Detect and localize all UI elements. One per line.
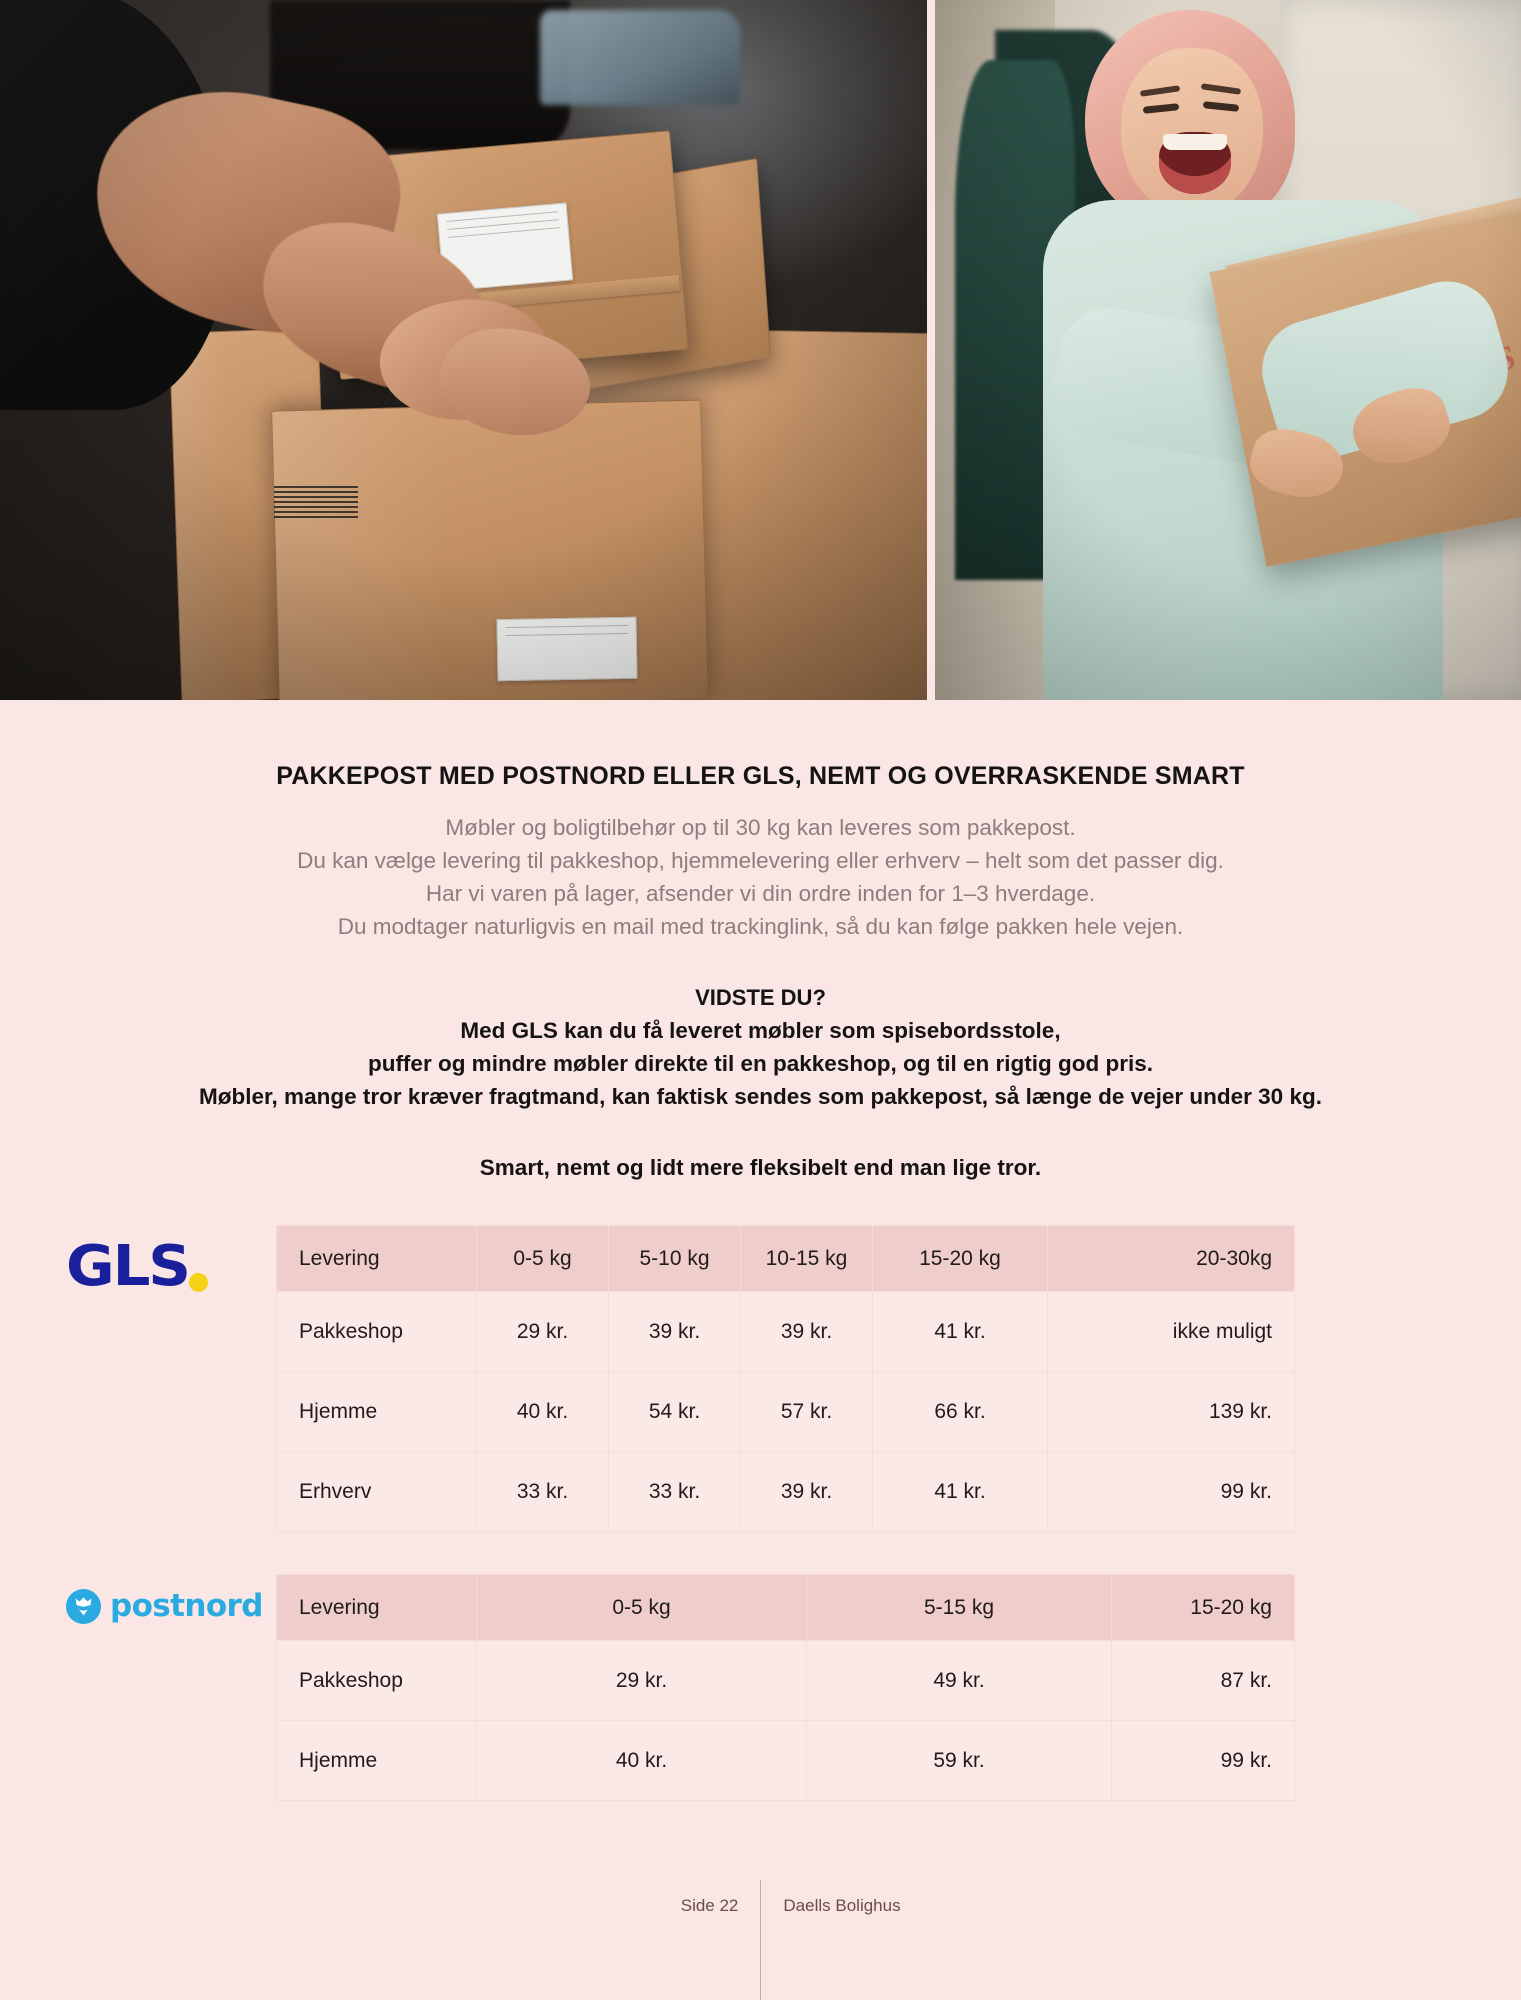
column-header-15-20kg: 15-20 kg (872, 1225, 1048, 1292)
page-footer: Side 22 Daells Bolighus (0, 1880, 1521, 2000)
footer-divider (760, 1880, 762, 2000)
cell-price: 41 kr. (872, 1291, 1048, 1372)
column-header-levering: Levering (276, 1574, 477, 1641)
cell-price: 139 kr. (1047, 1371, 1295, 1452)
cell-price: 39 kr. (740, 1291, 873, 1372)
column-header-15-20kg: 15-20 kg (1111, 1574, 1295, 1641)
table-header-row: Levering 0-5 kg 5-15 kg 15-20 kg (276, 1574, 1295, 1641)
did-you-know-line-2: puffer og mindre møbler direkte til en p… (367, 1051, 1154, 1076)
table-row: Erhverv 33 kr. 33 kr. 39 kr. 41 kr. 99 k… (276, 1451, 1295, 1532)
table-row: Hjemme 40 kr. 59 kr. 99 kr. (276, 1720, 1295, 1801)
did-you-know-block: VIDSTE DU? Med GLS kan du få leveret møb… (0, 985, 1521, 1181)
cell-price: 41 kr. (872, 1451, 1048, 1532)
postnord-rate-table: Levering 0-5 kg 5-15 kg 15-20 kg Pakkesh… (276, 1574, 1295, 1801)
cell-price: 40 kr. (476, 1720, 807, 1801)
cell-price: 40 kr. (476, 1371, 609, 1452)
teeth (1163, 134, 1227, 150)
table-header-row: Levering 0-5 kg 5-10 kg 10-15 kg 15-20 k… (276, 1225, 1295, 1292)
did-you-know-title: VIDSTE DU? (695, 985, 826, 1010)
cell-price: 66 kr. (872, 1371, 1048, 1452)
footer-brand: Daells Bolighus (783, 1896, 901, 1915)
intro-paragraph: Møbler og boligtilbehør op til 30 kg kan… (0, 811, 1521, 943)
cell-price: 33 kr. (608, 1451, 741, 1532)
cell-price: 99 kr. (1111, 1720, 1295, 1801)
intro-line-4: Du modtager naturligvis en mail med trac… (337, 914, 1184, 939)
row-label-pakkeshop: Pakkeshop (276, 1291, 477, 1372)
gls-logo: GLS (66, 1225, 276, 1295)
row-label-pakkeshop: Pakkeshop (276, 1640, 477, 1721)
hero-image-row: DAELLS BOLIGHUS (0, 0, 1521, 700)
car-window (540, 10, 740, 105)
cell-price: 99 kr. (1047, 1451, 1295, 1532)
photo-courier-parcels (0, 0, 927, 700)
gls-rates-section: GLS Levering 0-5 kg 5-10 kg 10-15 kg 15-… (0, 1225, 1521, 1532)
postnord-crown-icon (66, 1588, 101, 1624)
column-header-20-30kg: 20-30kg (1047, 1225, 1295, 1292)
table-row: Hjemme 40 kr. 54 kr. 57 kr. 66 kr. 139 k… (276, 1371, 1295, 1452)
cell-price: 87 kr. (1111, 1640, 1295, 1721)
cell-price: 39 kr. (740, 1451, 873, 1532)
did-you-know-line-1: Med GLS kan du få leveret møbler som spi… (460, 1018, 1061, 1043)
column-header-0-5kg: 0-5 kg (476, 1225, 609, 1292)
gls-logo-dot-icon (188, 1273, 208, 1292)
cell-price: 33 kr. (476, 1451, 609, 1532)
column-header-0-5kg: 0-5 kg (476, 1574, 807, 1641)
intro-line-3: Har vi varen på lager, afsender vi din o… (425, 881, 1096, 906)
cell-price: 59 kr. (806, 1720, 1112, 1801)
intro-line-1: Møbler og boligtilbehør op til 30 kg kan… (445, 815, 1076, 840)
table-row: Pakkeshop 29 kr. 39 kr. 39 kr. 41 kr. ik… (276, 1291, 1295, 1372)
row-label-hjemme: Hjemme (276, 1720, 477, 1801)
column-header-5-10kg: 5-10 kg (608, 1225, 741, 1292)
page-title: PAKKEPOST MED POSTNORD ELLER GLS, NEMT O… (276, 762, 1245, 790)
column-header-5-15kg: 5-15 kg (806, 1574, 1112, 1641)
row-label-erhverv: Erhverv (276, 1451, 477, 1532)
photo-vignette (935, 0, 1521, 700)
cell-price: 29 kr. (476, 1640, 807, 1721)
cell-price: ikke muligt (1047, 1291, 1295, 1372)
cell-price: 57 kr. (740, 1371, 873, 1452)
cell-price: 54 kr. (608, 1371, 741, 1452)
table-row: Pakkeshop 29 kr. 49 kr. 87 kr. (276, 1640, 1295, 1721)
postnord-logo-text: postnord (110, 1588, 263, 1624)
gls-rate-table: Levering 0-5 kg 5-10 kg 10-15 kg 15-20 k… (276, 1225, 1295, 1532)
gls-logo-text: GLS (66, 1234, 191, 1299)
column-header-10-15kg: 10-15 kg (740, 1225, 873, 1292)
page-number: Side 22 (680, 1896, 739, 1915)
cell-price: 29 kr. (476, 1291, 609, 1372)
cell-price: 49 kr. (806, 1640, 1112, 1721)
page-content: PAKKEPOST MED POSTNORD ELLER GLS, NEMT O… (0, 700, 1521, 1801)
row-label-hjemme: Hjemme (276, 1371, 477, 1452)
did-you-know-line-3: Møbler, mange tror kræver fragtmand, kan… (199, 1084, 1322, 1109)
postnord-rates-section: postnord Levering 0-5 kg 5-15 kg 15-20 k… (0, 1574, 1521, 1801)
did-you-know-closing: Smart, nemt og lidt mere fleksibelt end … (479, 1155, 1042, 1180)
postnord-logo: postnord (66, 1574, 276, 1624)
cell-price: 39 kr. (608, 1291, 741, 1372)
column-header-levering: Levering (276, 1225, 477, 1292)
intro-line-2: Du kan vælge levering til pakkeshop, hje… (297, 848, 1224, 873)
photo-vignette (0, 0, 927, 700)
photo-customer-with-box: DAELLS BOLIGHUS (935, 0, 1521, 700)
